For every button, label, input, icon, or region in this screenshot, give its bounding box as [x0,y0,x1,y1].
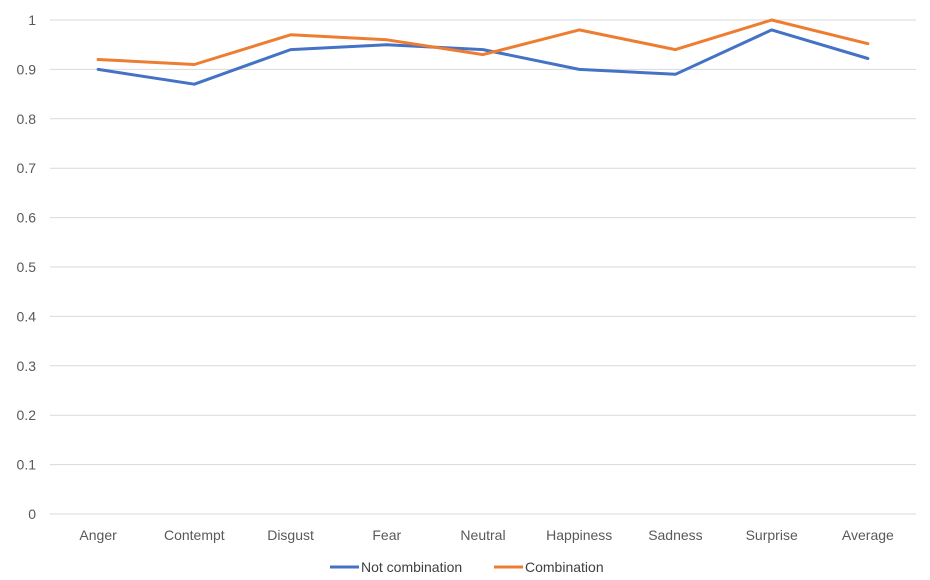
y-tick-label: 0.6 [17,210,37,226]
x-tick-label: Average [842,527,894,543]
y-axis-tick-labels: 0 0.1 0.2 0.3 0.4 0.5 0.6 0.7 0.8 0.9 1 [17,12,37,522]
series-lines [96,18,870,86]
y-tick-label: 0.2 [17,407,37,423]
legend: Not combination Combination [330,559,604,575]
x-tick-label: Fear [372,527,401,543]
y-tick-label: 0.9 [17,61,37,77]
x-tick-label: Anger [79,527,117,543]
x-tick-label: Contempt [164,527,225,543]
y-tick-label: 0.1 [17,457,37,473]
legend-label-combination: Combination [525,559,604,575]
y-tick-label: 0.4 [17,308,37,324]
gridlines [50,19,916,515]
y-tick-label: 0 [28,506,36,522]
x-tick-label: Happiness [546,527,612,543]
x-axis-tick-labels: Anger Contempt Disgust Fear Neutral Happiness… [79,527,894,543]
y-tick-label: 0.7 [17,160,37,176]
y-tick-label: 0.3 [17,358,37,374]
series-line-combination [96,18,870,66]
x-tick-label: Surprise [746,527,798,543]
y-tick-label: 1 [28,12,36,28]
y-tick-label: 0.8 [17,111,37,127]
legend-label-not-combination: Not combination [361,559,462,575]
series-line-not-combination [96,28,870,86]
x-tick-label: Sadness [648,527,702,543]
x-tick-label: Disgust [267,527,314,543]
y-tick-label: 0.5 [17,259,37,275]
x-tick-label: Neutral [460,527,505,543]
